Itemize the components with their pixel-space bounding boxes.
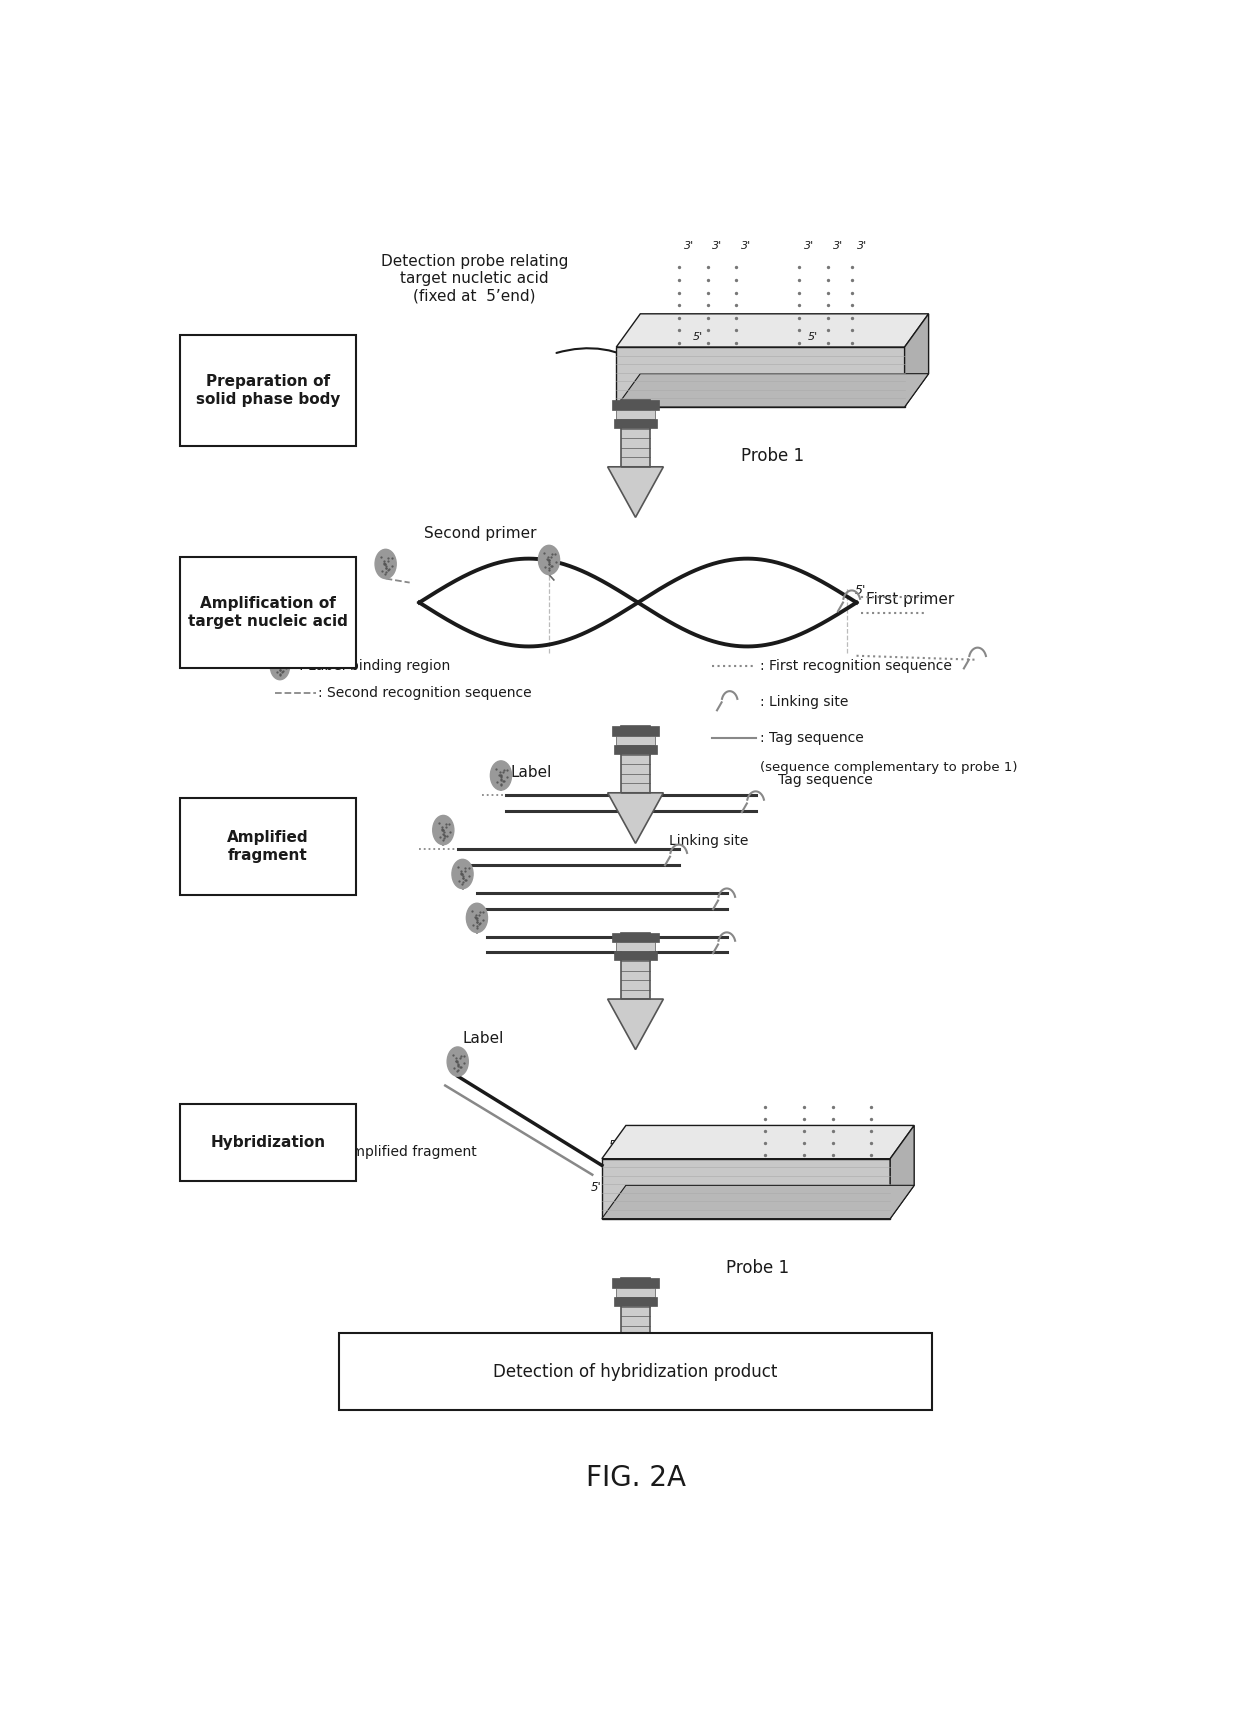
Bar (621, 401, 650, 467)
Text: First primer: First primer (866, 593, 955, 607)
Bar (621, 726, 650, 793)
Text: Detection probe relating
target nucletic acid
(fixed at  5’end): Detection probe relating target nucletic… (381, 254, 568, 304)
Bar (614, 950, 657, 961)
Text: 5': 5' (854, 584, 866, 598)
Text: 3': 3' (742, 240, 751, 251)
Polygon shape (601, 1185, 914, 1218)
Polygon shape (890, 1125, 914, 1218)
Text: Hybridization: Hybridization (211, 1135, 325, 1151)
FancyBboxPatch shape (180, 798, 356, 895)
Bar (614, 745, 657, 753)
Text: (sequence complementary to probe 1): (sequence complementary to probe 1) (760, 760, 1018, 774)
Text: 3': 3' (857, 240, 867, 251)
Text: Amplified fragment: Amplified fragment (342, 1146, 477, 1159)
Text: Amplification of
target nucleic acid: Amplification of target nucleic acid (188, 596, 348, 629)
Text: 3': 3' (683, 240, 693, 251)
Text: Label: Label (463, 1032, 503, 1047)
Circle shape (466, 904, 487, 933)
Bar (621, 1279, 650, 1344)
Polygon shape (608, 1344, 663, 1396)
Text: Label: Label (511, 766, 552, 781)
Circle shape (538, 546, 559, 575)
Bar (614, 1298, 657, 1306)
Text: Probe 1: Probe 1 (727, 1258, 790, 1277)
Circle shape (374, 550, 397, 579)
FancyBboxPatch shape (180, 558, 356, 667)
Text: Probe 1: Probe 1 (740, 448, 804, 465)
Polygon shape (616, 373, 929, 408)
Polygon shape (608, 999, 663, 1049)
Bar (613, 933, 658, 942)
Text: FIG. 2A: FIG. 2A (585, 1464, 686, 1491)
Text: 3': 3' (606, 1165, 618, 1178)
Polygon shape (616, 347, 905, 408)
Polygon shape (905, 314, 929, 408)
Bar (613, 1279, 658, 1287)
Text: 5': 5' (693, 332, 703, 342)
Bar (616, 1287, 655, 1298)
Text: 3': 3' (832, 240, 843, 251)
Text: : Label binding region: : Label binding region (299, 660, 450, 674)
Text: 3': 3' (804, 240, 813, 251)
FancyBboxPatch shape (339, 1332, 932, 1410)
Bar (613, 401, 658, 410)
Circle shape (451, 859, 474, 888)
Bar (613, 726, 658, 736)
Text: Detection of hybridization product: Detection of hybridization product (494, 1363, 777, 1381)
Polygon shape (608, 793, 663, 843)
Text: : Second recognition sequence: : Second recognition sequence (319, 686, 532, 700)
Circle shape (270, 653, 290, 679)
Text: Amplified
fragment: Amplified fragment (227, 831, 309, 862)
Circle shape (448, 1047, 469, 1077)
Text: Second primer: Second primer (424, 525, 537, 541)
Bar (614, 418, 657, 429)
Circle shape (433, 816, 454, 845)
Bar (616, 410, 655, 418)
Bar (621, 933, 650, 999)
Text: : First recognition sequence: : First recognition sequence (760, 660, 952, 674)
Text: : Tag sequence: : Tag sequence (760, 731, 864, 745)
Text: 3': 3' (712, 240, 723, 251)
Text: 5': 5' (590, 1182, 601, 1194)
Polygon shape (601, 1125, 914, 1159)
Circle shape (490, 760, 512, 790)
FancyBboxPatch shape (180, 1104, 356, 1182)
Text: 5': 5' (609, 1139, 619, 1153)
Bar (616, 942, 655, 950)
Text: 5': 5' (808, 332, 818, 342)
FancyBboxPatch shape (180, 335, 356, 446)
Polygon shape (616, 314, 929, 347)
Polygon shape (601, 1159, 890, 1218)
Text: : Linking site: : Linking site (760, 695, 849, 708)
Text: Tag sequence: Tag sequence (777, 772, 873, 786)
Text: Linking site: Linking site (670, 833, 749, 848)
Polygon shape (608, 467, 663, 517)
Bar (616, 736, 655, 745)
Text: Preparation of
solid phase body: Preparation of solid phase body (196, 373, 340, 406)
